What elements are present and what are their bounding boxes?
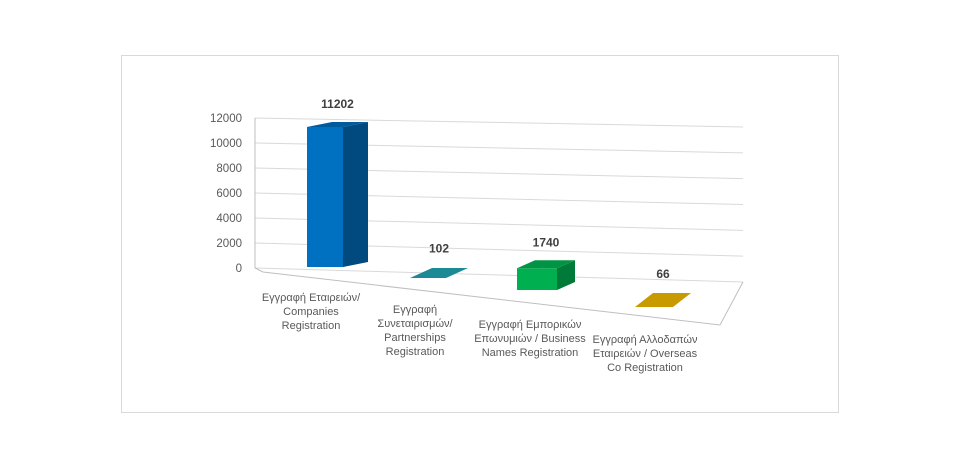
- y-tick-label: 6000: [216, 188, 242, 200]
- gridline: [254, 117, 744, 128]
- data-label: 66: [656, 267, 670, 281]
- category-label-line: Συνεταιρισμών/: [377, 318, 453, 330]
- y-tick-label: 8000: [216, 163, 242, 175]
- category-label-line: Εγγραφή: [392, 304, 438, 316]
- data-label: 1740: [533, 235, 560, 249]
- x-category-label: Εγγραφή Αλλοδαπών Εταιρειών / Overseas Co …: [580, 333, 710, 375]
- y-tick-label: 0: [236, 263, 242, 275]
- bar-flat: [410, 268, 468, 278]
- category-label-line: Εγγραφή Εταιρειών/: [261, 292, 361, 304]
- y-tick-label: 4000: [216, 213, 242, 225]
- bar-side-face: [343, 121, 368, 267]
- y-tick-label: 10000: [210, 138, 242, 150]
- category-label-line: Εγγραφή Αλλοδαπών: [592, 334, 698, 346]
- y-tick-label: 12000: [210, 113, 242, 125]
- bar-side-face: [557, 260, 575, 290]
- bar-top-face: [307, 121, 368, 127]
- data-label: 102: [429, 242, 449, 256]
- x-category-label: Εγγραφή Εταιρειών/Companies Registration: [246, 291, 376, 333]
- category-label-line: Registration: [281, 320, 341, 332]
- bar-top-face: [517, 260, 575, 269]
- category-label-line: Εγγραφή Εμπορικών: [478, 319, 582, 331]
- category-label-line: Επωνυμιών / Business: [474, 333, 586, 345]
- category-label-line: Co Registration: [607, 362, 683, 374]
- bar-front-face: [307, 126, 343, 267]
- x-category-label: Εγγραφή Εμπορικών Επωνυμιών / Business Nam…: [465, 318, 595, 360]
- category-label-line: Εταιρειών / Overseas: [592, 348, 698, 360]
- bar-front-face: [517, 268, 557, 290]
- bar-flat: [635, 293, 691, 307]
- category-label-line: Names Registration: [481, 347, 579, 359]
- x-category-label: Εγγραφή Συνεταιρισμών/Partnerships Registr…: [350, 303, 480, 359]
- y-tick-label: 2000: [216, 238, 242, 250]
- category-label-line: Companies: [283, 306, 339, 318]
- chart-area: [121, 55, 839, 413]
- gridline: [254, 267, 744, 283]
- floor-edge: [254, 267, 744, 326]
- category-label-line: Registration: [385, 346, 445, 358]
- category-label-line: Partnerships: [384, 332, 446, 344]
- data-label: 11202: [321, 97, 354, 111]
